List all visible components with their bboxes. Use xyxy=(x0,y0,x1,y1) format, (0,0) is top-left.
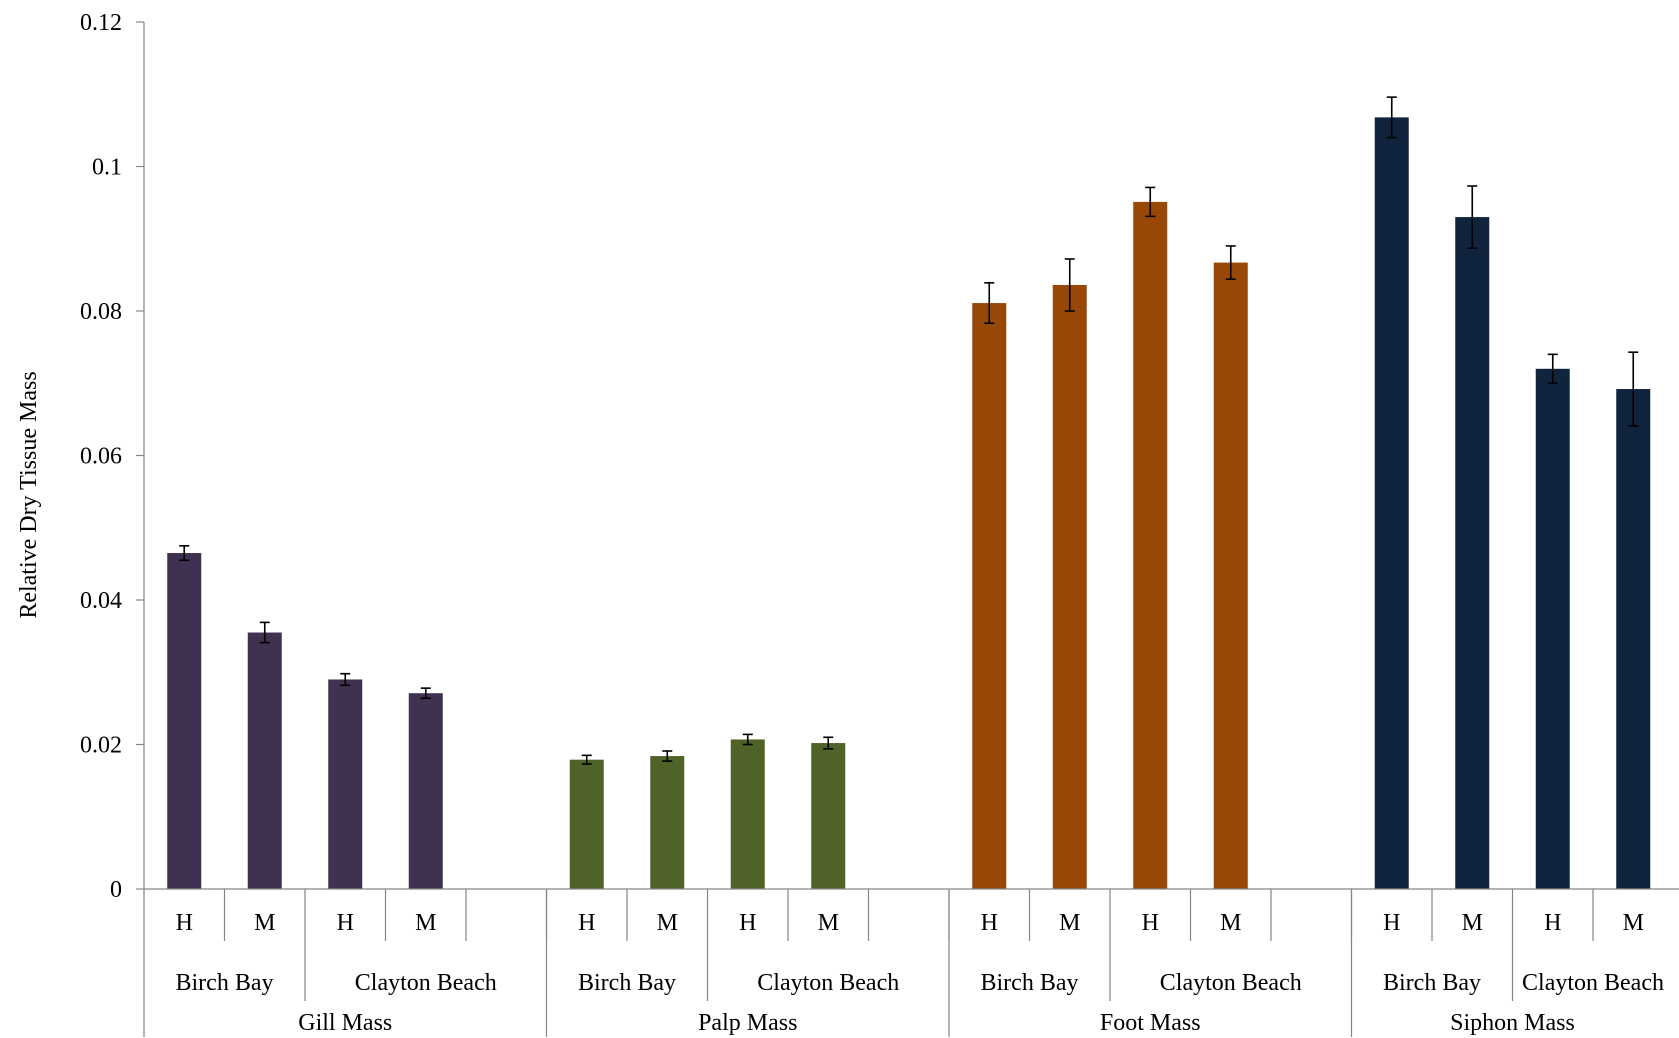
bars-layer xyxy=(167,96,1651,890)
y-axis-title: Relative Dry Tissue Mass xyxy=(16,371,42,618)
bar xyxy=(730,739,765,889)
bar xyxy=(408,693,443,889)
group-label: Gill Mass xyxy=(298,1010,392,1036)
group-label: Palp Mass xyxy=(698,1010,797,1036)
bar-category-label: H xyxy=(337,910,354,936)
bar xyxy=(569,759,604,889)
bar-category-label: M xyxy=(1059,910,1080,936)
bar xyxy=(1535,368,1570,889)
bar-category-label: H xyxy=(1142,910,1159,936)
bar-category-label: H xyxy=(739,910,756,936)
bar-category-label: M xyxy=(415,910,436,936)
bar xyxy=(1052,284,1087,889)
bar xyxy=(1213,262,1248,889)
y-tick-label: 0.06 xyxy=(80,444,122,470)
site-label: Birch Bay xyxy=(578,970,676,996)
bar-category-label: M xyxy=(1220,910,1241,936)
bar xyxy=(972,303,1007,889)
bar-category-label: H xyxy=(578,910,595,936)
bar-category-label: M xyxy=(1462,910,1483,936)
bar-category-label: M xyxy=(818,910,839,936)
y-tick-label: 0.02 xyxy=(80,733,122,759)
group-label: Siphon Mass xyxy=(1450,1010,1575,1036)
bar xyxy=(167,553,202,889)
bar xyxy=(247,632,282,889)
bar xyxy=(1455,217,1490,889)
site-label: Birch Bay xyxy=(981,970,1079,996)
bar-category-label: H xyxy=(176,910,193,936)
x-axis: H M Birch Bay H M Clayton Beach Gill Mass H M Bir… xyxy=(144,888,1679,1037)
site-label: Clayton Beach xyxy=(355,970,497,996)
site-label: Birch Bay xyxy=(176,970,274,996)
site-label: Clayton Beach xyxy=(1160,970,1302,996)
site-label: Clayton Beach xyxy=(757,970,899,996)
group-label: Foot Mass xyxy=(1100,1010,1201,1036)
site-label: Clayton Beach xyxy=(1522,970,1664,996)
bar-category-label: M xyxy=(1623,910,1644,936)
y-tick-label: 0 xyxy=(110,877,122,903)
y-tick-label: 0.1 xyxy=(92,155,122,181)
bar-category-label: H xyxy=(981,910,998,936)
bar xyxy=(811,743,846,889)
y-axis: 0 0.02 0.04 0.06 0.08 0.1 0.12 xyxy=(80,10,145,1037)
site-label: Birch Bay xyxy=(1383,970,1481,996)
bar-category-label: M xyxy=(657,910,678,936)
bar xyxy=(1133,201,1168,890)
bar xyxy=(328,679,363,889)
y-tick-label: 0.04 xyxy=(80,588,122,614)
bar-category-label: H xyxy=(1383,910,1400,936)
bar-category-label: M xyxy=(254,910,275,936)
bar xyxy=(1616,389,1651,889)
bar-category-label: H xyxy=(1544,910,1561,936)
bar xyxy=(1374,117,1409,890)
y-tick-label: 0.12 xyxy=(80,10,122,36)
bar xyxy=(650,756,685,889)
y-tick-label: 0.08 xyxy=(80,299,122,325)
